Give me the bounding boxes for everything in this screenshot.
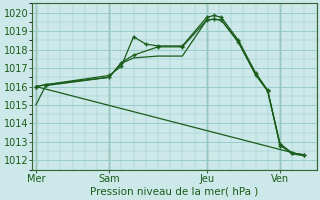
X-axis label: Pression niveau de la mer( hPa ): Pression niveau de la mer( hPa ) xyxy=(90,187,259,197)
